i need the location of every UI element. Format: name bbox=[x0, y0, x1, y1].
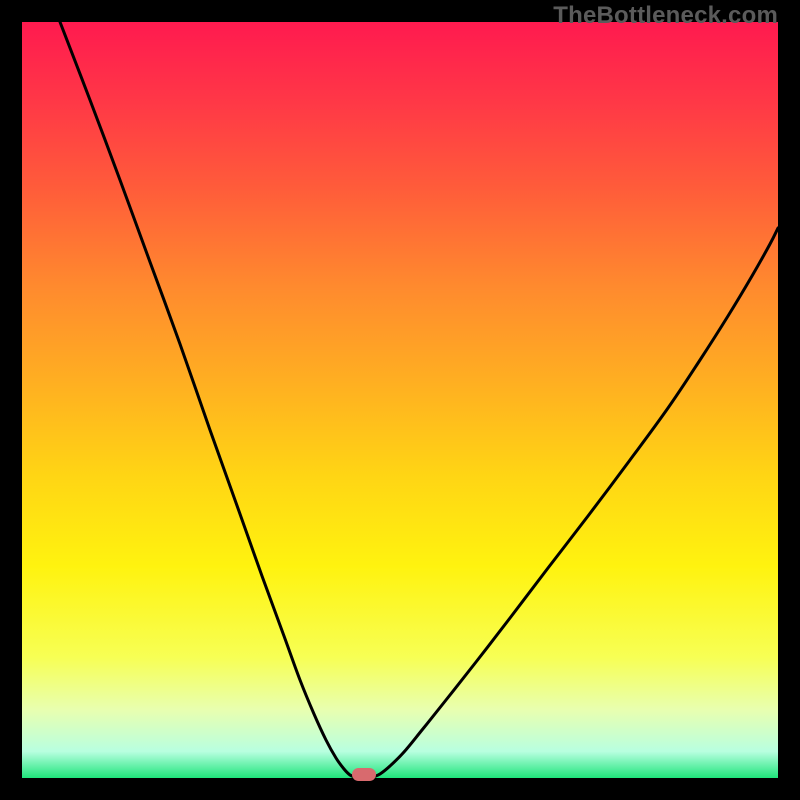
bottleneck-curve bbox=[22, 22, 778, 778]
plot-area bbox=[22, 22, 778, 778]
chart-frame: TheBottleneck.com bbox=[0, 0, 800, 800]
watermark-text: TheBottleneck.com bbox=[553, 2, 778, 30]
optimum-marker bbox=[352, 768, 376, 781]
